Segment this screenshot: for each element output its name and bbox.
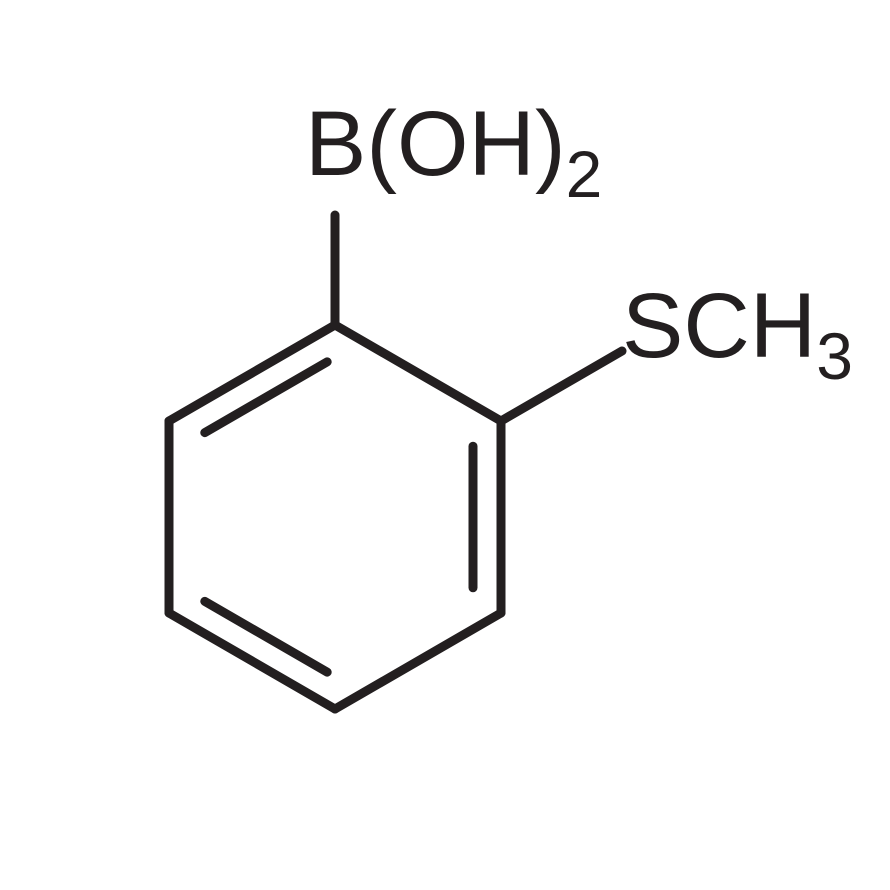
atom-label: B(OH)2 — [305, 93, 602, 211]
bond — [205, 362, 327, 433]
molecule-diagram: B(OH)2SCH3 — [0, 0, 890, 890]
bond — [335, 325, 501, 421]
atom-label: SCH3 — [622, 275, 853, 393]
bond — [205, 601, 327, 672]
bond — [335, 613, 501, 709]
bond — [501, 351, 622, 421]
